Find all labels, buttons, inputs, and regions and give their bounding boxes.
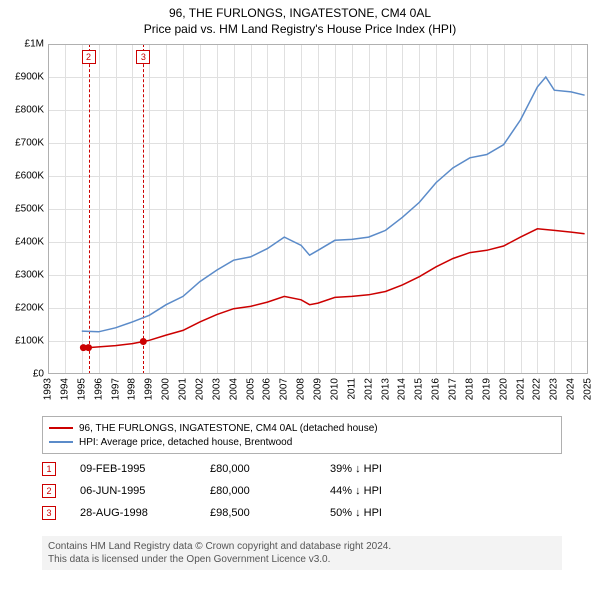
x-tick-label: 2012 <box>363 378 374 400</box>
x-tick-label: 2015 <box>414 378 425 400</box>
x-tick-label: 2002 <box>194 378 205 400</box>
y-tick-label: £200K <box>2 303 44 314</box>
chart-title-address: 96, THE FURLONGS, INGATESTONE, CM4 0AL <box>0 6 600 20</box>
sale-price: £98,500 <box>210 507 330 519</box>
x-tick-label: 1993 <box>43 378 54 400</box>
x-tick-label: 2009 <box>313 378 324 400</box>
footer-line-1: Contains HM Land Registry data © Crown c… <box>48 540 556 553</box>
x-tick-label: 2003 <box>211 378 222 400</box>
legend-swatch <box>49 441 73 443</box>
x-tick-label: 2011 <box>346 378 357 400</box>
x-tick-label: 1997 <box>110 378 121 400</box>
x-tick-label: 2021 <box>515 378 526 400</box>
x-tick-label: 2008 <box>296 378 307 400</box>
sale-delta: 44% ↓ HPI <box>330 485 562 497</box>
legend-swatch <box>49 427 73 429</box>
series-marker <box>85 344 92 351</box>
sales-table: 1 09-FEB-1995£80,00039% ↓ HPI 2 06-JUN-1995… <box>42 458 562 524</box>
sale-price: £80,000 <box>210 463 330 475</box>
chart-container: 96, THE FURLONGS, INGATESTONE, CM4 0AL P… <box>0 0 600 590</box>
sale-date: 06-JUN-1995 <box>80 485 210 497</box>
y-tick-label: £0 <box>2 369 44 380</box>
sale-delta: 39% ↓ HPI <box>330 463 562 475</box>
x-tick-label: 2018 <box>464 378 475 400</box>
series-line <box>82 77 585 332</box>
series-line <box>83 229 584 348</box>
x-tick-label: 2014 <box>397 378 408 400</box>
x-tick-label: 1999 <box>144 378 155 400</box>
x-tick-label: 2004 <box>228 378 239 400</box>
sale-row: 1 09-FEB-1995£80,00039% ↓ HPI <box>42 458 562 480</box>
series-marker <box>140 338 147 345</box>
legend-label: HPI: Average price, detached house, Bren… <box>79 437 292 448</box>
x-tick-label: 2016 <box>431 378 442 400</box>
chart-subtitle: Price paid vs. HM Land Registry's House … <box>0 22 600 36</box>
x-tick-label: 2005 <box>245 378 256 400</box>
x-tick-label: 2001 <box>178 378 189 400</box>
title-block: 96, THE FURLONGS, INGATESTONE, CM4 0AL P… <box>0 0 600 36</box>
x-tick-label: 2017 <box>448 378 459 400</box>
sale-row: 3 28-AUG-1998£98,50050% ↓ HPI <box>42 502 562 524</box>
legend: 96, THE FURLONGS, INGATESTONE, CM4 0AL (… <box>42 416 562 454</box>
x-tick-label: 2006 <box>262 378 273 400</box>
x-tick-label: 2023 <box>549 378 560 400</box>
sale-price: £80,000 <box>210 485 330 497</box>
x-tick-label: 2020 <box>498 378 509 400</box>
x-tick-label: 2013 <box>380 378 391 400</box>
legend-row: HPI: Average price, detached house, Bren… <box>49 435 555 449</box>
sale-number-box: 3 <box>42 506 56 520</box>
x-tick-label: 2010 <box>329 378 340 400</box>
footer-attribution: Contains HM Land Registry data © Crown c… <box>42 536 562 570</box>
x-tick-label: 2000 <box>161 378 172 400</box>
y-tick-label: £900K <box>2 72 44 83</box>
y-tick-label: £800K <box>2 105 44 116</box>
x-tick-label: 2022 <box>532 378 543 400</box>
line-plot-svg <box>48 44 588 374</box>
sale-date: 28-AUG-1998 <box>80 507 210 519</box>
y-tick-label: £100K <box>2 336 44 347</box>
sale-number-box: 2 <box>42 484 56 498</box>
footer-line-2: This data is licensed under the Open Gov… <box>48 553 556 566</box>
sale-date: 09-FEB-1995 <box>80 463 210 475</box>
x-tick-label: 2007 <box>279 378 290 400</box>
x-tick-label: 2024 <box>566 378 577 400</box>
y-tick-label: £1M <box>2 39 44 50</box>
y-tick-label: £500K <box>2 204 44 215</box>
sale-row: 2 06-JUN-1995£80,00044% ↓ HPI <box>42 480 562 502</box>
y-tick-label: £600K <box>2 171 44 182</box>
x-tick-label: 1994 <box>59 378 70 400</box>
x-tick-label: 2025 <box>583 378 594 400</box>
x-tick-label: 1998 <box>127 378 138 400</box>
y-tick-label: £300K <box>2 270 44 281</box>
legend-row: 96, THE FURLONGS, INGATESTONE, CM4 0AL (… <box>49 421 555 435</box>
x-tick-label: 2019 <box>481 378 492 400</box>
y-tick-label: £700K <box>2 138 44 149</box>
y-tick-label: £400K <box>2 237 44 248</box>
sale-number-box: 1 <box>42 462 56 476</box>
legend-label: 96, THE FURLONGS, INGATESTONE, CM4 0AL (… <box>79 423 378 434</box>
sale-delta: 50% ↓ HPI <box>330 507 562 519</box>
x-tick-label: 1996 <box>93 378 104 400</box>
x-tick-label: 1995 <box>76 378 87 400</box>
